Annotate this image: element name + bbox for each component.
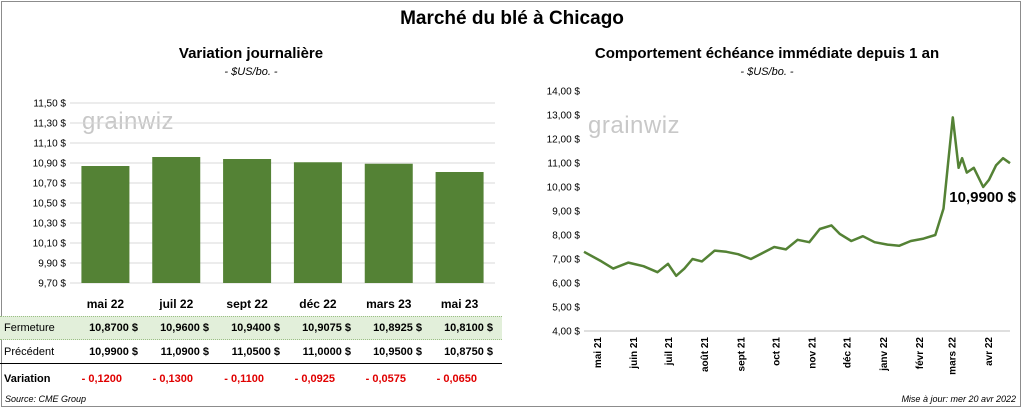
variation-cell: - 0,1100 <box>224 373 264 385</box>
x-tick-label: mars 23 <box>366 297 412 310</box>
close-cell: 10,8925 $ <box>373 322 422 334</box>
variation-cell: - 0,0650 <box>436 373 477 385</box>
y-tick-label: 10,50 $ <box>33 199 67 210</box>
variation-cell: - 0,0925 <box>294 373 335 385</box>
left-chart-unit: - $US/bo. - <box>224 66 278 78</box>
close-cell: 10,9600 $ <box>160 322 209 334</box>
y-tick-label: 9,70 $ <box>38 279 66 290</box>
variation-cell: - 0,1200 <box>81 373 122 385</box>
x-tick-label: juil 22 <box>158 297 193 310</box>
previous-cell: 10,9900 $ <box>89 346 138 358</box>
x-tick-label: déc 22 <box>299 297 337 310</box>
bar <box>364 163 413 283</box>
previous-label: Précédent <box>4 346 55 358</box>
previous-cell: 10,9500 $ <box>373 346 422 358</box>
close-row: Fermeture 10,8700 $ 10,9600 $ 10,9400 $ … <box>0 316 502 340</box>
y-tick-label: 10,10 $ <box>33 239 67 250</box>
previous-cell: 11,0900 $ <box>160 346 209 358</box>
y-tick-label: 11,10 $ <box>33 139 66 150</box>
bar <box>81 166 130 283</box>
y-tick-label: 10,90 $ <box>33 159 67 170</box>
close-label: Fermeture <box>4 322 55 334</box>
update-note: Mise à jour: mer 20 avr 2022 <box>901 394 1016 404</box>
close-cell: 10,8700 $ <box>89 322 138 334</box>
grainwiz-watermark-right: grainwiz <box>588 112 681 139</box>
y-tick-label: 11,50 $ <box>33 99 66 110</box>
bar <box>152 157 201 283</box>
variation-row: Variation - 0,1200 - 0,1300 - 0,1100 - 0… <box>0 368 502 390</box>
right-chart-title: Comportement échéance immédiate depuis 1… <box>594 45 940 62</box>
y-tick-label: 9,90 $ <box>38 259 66 270</box>
previous-cell: 11,0000 $ <box>302 346 351 358</box>
source-note: Source: CME Group <box>5 394 87 404</box>
y-tick-label: 11,30 $ <box>33 119 66 130</box>
close-cell: 10,9400 $ <box>231 322 280 334</box>
left-chart-title: Variation journalière <box>178 45 324 62</box>
previous-cell: 11,0500 $ <box>231 346 280 358</box>
variation-cell: - 0,1300 <box>152 373 193 385</box>
x-tick-label: mai 23 <box>441 297 479 310</box>
y-tick-label: 10,70 $ <box>33 179 67 190</box>
x-tick-label: mai 22 <box>87 297 125 310</box>
previous-cell: 10,8750 $ <box>444 346 493 358</box>
close-cell: 10,8100 $ <box>444 322 493 334</box>
bar-chart: 9,70 $ 9,90 $ 10,10 $ 10,30 $ 10,50 $ 10,70 $… <box>33 99 495 310</box>
x-tick-label: sept 22 <box>226 297 268 310</box>
right-chart-unit: - $US/bo. - <box>740 66 794 78</box>
y-tick-label: 10,30 $ <box>33 219 67 230</box>
variation-cell: - 0,0575 <box>365 373 406 385</box>
bar <box>223 159 272 283</box>
close-cell: 10,9075 $ <box>302 322 351 334</box>
bar <box>435 172 484 283</box>
variation-label: Variation <box>4 373 51 385</box>
grainwiz-watermark-left: grainwiz <box>82 108 175 135</box>
bar <box>293 162 342 283</box>
previous-row: Précédent 10,9900 $ 11,0900 $ 11,0500 $ … <box>0 341 502 364</box>
main-title: Marché du blé à Chicago <box>400 8 624 29</box>
